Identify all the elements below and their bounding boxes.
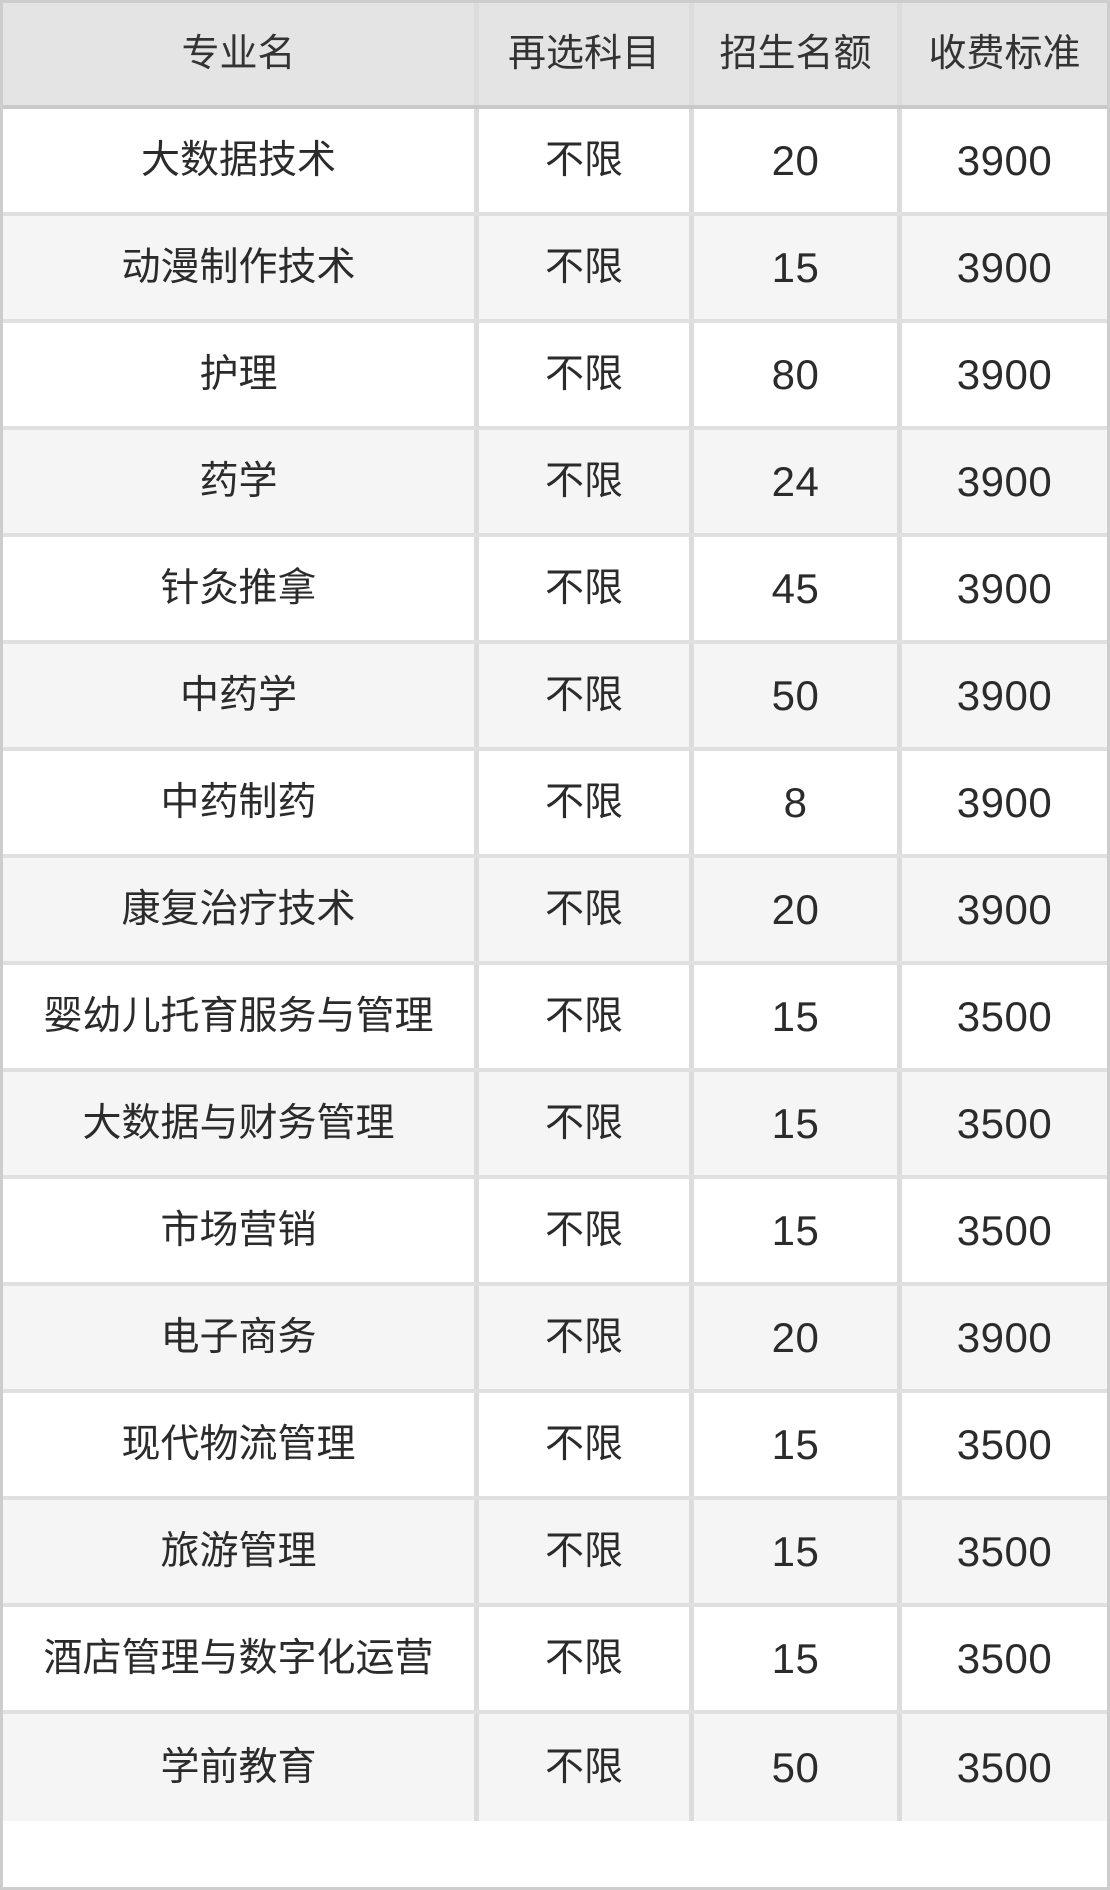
table-row: 护理 不限 80 3900 <box>3 323 1107 430</box>
cell-reselect-subject: 不限 <box>479 1500 694 1603</box>
table-row: 药学 不限 24 3900 <box>3 430 1107 537</box>
cell-reselect-subject: 不限 <box>479 644 694 747</box>
table-row: 酒店管理与数字化运营 不限 15 3500 <box>3 1607 1107 1714</box>
cell-major: 护理 <box>3 323 479 426</box>
table-row: 大数据与财务管理 不限 15 3500 <box>3 1072 1107 1179</box>
cell-enrollment-quota: 15 <box>694 216 902 319</box>
table-row: 中药学 不限 50 3900 <box>3 644 1107 751</box>
cell-fee-standard: 3900 <box>956 885 1053 933</box>
cell-fee-standard: 3900 <box>956 671 1053 719</box>
cell-fee-standard: 3500 <box>956 992 1053 1040</box>
cell-fee-standard: 3500 <box>956 1206 1053 1254</box>
cell-enrollment-quota: 8 <box>694 751 902 854</box>
table-row: 康复治疗技术 不限 20 3900 <box>3 858 1107 965</box>
cell-reselect-subject: 不限 <box>479 965 694 1068</box>
cell-enrollment-quota: 15 <box>694 1179 902 1282</box>
cell-reselect-subject: 不限 <box>479 1072 694 1175</box>
cell-major: 电子商务 <box>3 1286 479 1389</box>
cell-major: 中药学 <box>3 644 479 747</box>
cell-fee-standard: 3900 <box>956 350 1053 398</box>
cell-enrollment-quota: 45 <box>694 537 902 640</box>
cell-major: 婴幼儿托育服务与管理 <box>3 965 479 1068</box>
table-row: 大数据技术 不限 20 3900 <box>3 109 1107 216</box>
cell-fee-standard: 3900 <box>956 1313 1053 1361</box>
cell-major: 旅游管理 <box>3 1500 479 1603</box>
cell-reselect-subject: 不限 <box>479 751 694 854</box>
cell-enrollment-quota: 50 <box>694 1714 902 1821</box>
cell-reselect-subject: 不限 <box>479 1286 694 1389</box>
table-row: 中药制药 不限 8 3900 <box>3 751 1107 858</box>
cell-fee-standard: 3500 <box>956 1420 1053 1468</box>
cell-fee-standard: 3500 <box>956 1099 1053 1147</box>
header-major: 专业名 <box>3 3 479 105</box>
cell-enrollment-quota: 15 <box>694 965 902 1068</box>
cell-enrollment-quota: 20 <box>694 858 902 961</box>
cell-fee-standard: 3900 <box>956 457 1053 505</box>
cell-reselect-subject: 不限 <box>479 537 694 640</box>
table-header-row: 专业名 再选科目 招生名额 收费标准 <box>3 3 1107 109</box>
cell-reselect-subject: 不限 <box>479 109 694 212</box>
cell-enrollment-quota: 15 <box>694 1607 902 1710</box>
cell-enrollment-quota: 20 <box>694 1286 902 1389</box>
cell-fee-standard: 3500 <box>956 1527 1053 1575</box>
cell-enrollment-quota: 15 <box>694 1393 902 1496</box>
cell-fee-standard: 3900 <box>956 564 1053 612</box>
table-body: 大数据技术 不限 20 3900 动漫制作技术 不限 15 3900 护理 不限 80 3900 药学不… <box>3 109 1107 1887</box>
header-reselect-subject: 再选科目 <box>479 3 694 105</box>
table-row: 现代物流管理 不限 15 3500 <box>3 1393 1107 1500</box>
header-fee-standard: 收费标准 <box>928 33 1081 75</box>
cell-enrollment-quota: 15 <box>694 1500 902 1603</box>
cell-major: 药学 <box>3 430 479 533</box>
cell-enrollment-quota: 80 <box>694 323 902 426</box>
cell-reselect-subject: 不限 <box>479 1714 694 1821</box>
cell-reselect-subject: 不限 <box>479 1179 694 1282</box>
cell-major: 针灸推拿 <box>3 537 479 640</box>
cell-enrollment-quota: 24 <box>694 430 902 533</box>
cell-major: 酒店管理与数字化运营 <box>3 1607 479 1710</box>
table-row: 市场营销 不限 15 3500 <box>3 1179 1107 1286</box>
cell-major: 学前教育 <box>3 1714 479 1821</box>
cell-fee-standard: 3900 <box>956 136 1053 184</box>
cell-major: 大数据技术 <box>3 109 479 212</box>
table-row: 电子商务 不限 20 3900 <box>3 1286 1107 1393</box>
header-enrollment-quota: 招生名额 <box>694 3 902 105</box>
table-row: 针灸推拿 不限 45 3900 <box>3 537 1107 644</box>
cell-major: 大数据与财务管理 <box>3 1072 479 1175</box>
table-row: 学前教育 不限 50 3500 <box>3 1714 1107 1821</box>
cell-fee-standard: 3900 <box>956 243 1053 291</box>
cell-reselect-subject: 不限 <box>479 323 694 426</box>
cell-major: 康复治疗技术 <box>3 858 479 961</box>
cell-major: 中药制药 <box>3 751 479 854</box>
cell-fee-standard: 3900 <box>956 778 1053 826</box>
cell-fee-standard: 3500 <box>956 1634 1053 1682</box>
table-row: 旅游管理 不限 15 3500 <box>3 1500 1107 1607</box>
cell-enrollment-quota: 15 <box>694 1072 902 1175</box>
cell-enrollment-quota: 50 <box>694 644 902 747</box>
cell-reselect-subject: 不限 <box>479 1393 694 1496</box>
cell-enrollment-quota: 20 <box>694 109 902 212</box>
cell-fee-standard: 3500 <box>956 1743 1053 1791</box>
cell-major: 现代物流管理 <box>3 1393 479 1496</box>
cell-reselect-subject: 不限 <box>479 430 694 533</box>
table-row: 动漫制作技术 不限 15 3900 <box>3 216 1107 323</box>
cell-reselect-subject: 不限 <box>479 858 694 961</box>
cell-reselect-subject: 不限 <box>479 216 694 319</box>
cell-major: 动漫制作技术 <box>3 216 479 319</box>
cell-reselect-subject: 不限 <box>479 1607 694 1710</box>
cell-major: 市场营销 <box>3 1179 479 1282</box>
table-row: 婴幼儿托育服务与管理 不限 15 3500 <box>3 965 1107 1072</box>
